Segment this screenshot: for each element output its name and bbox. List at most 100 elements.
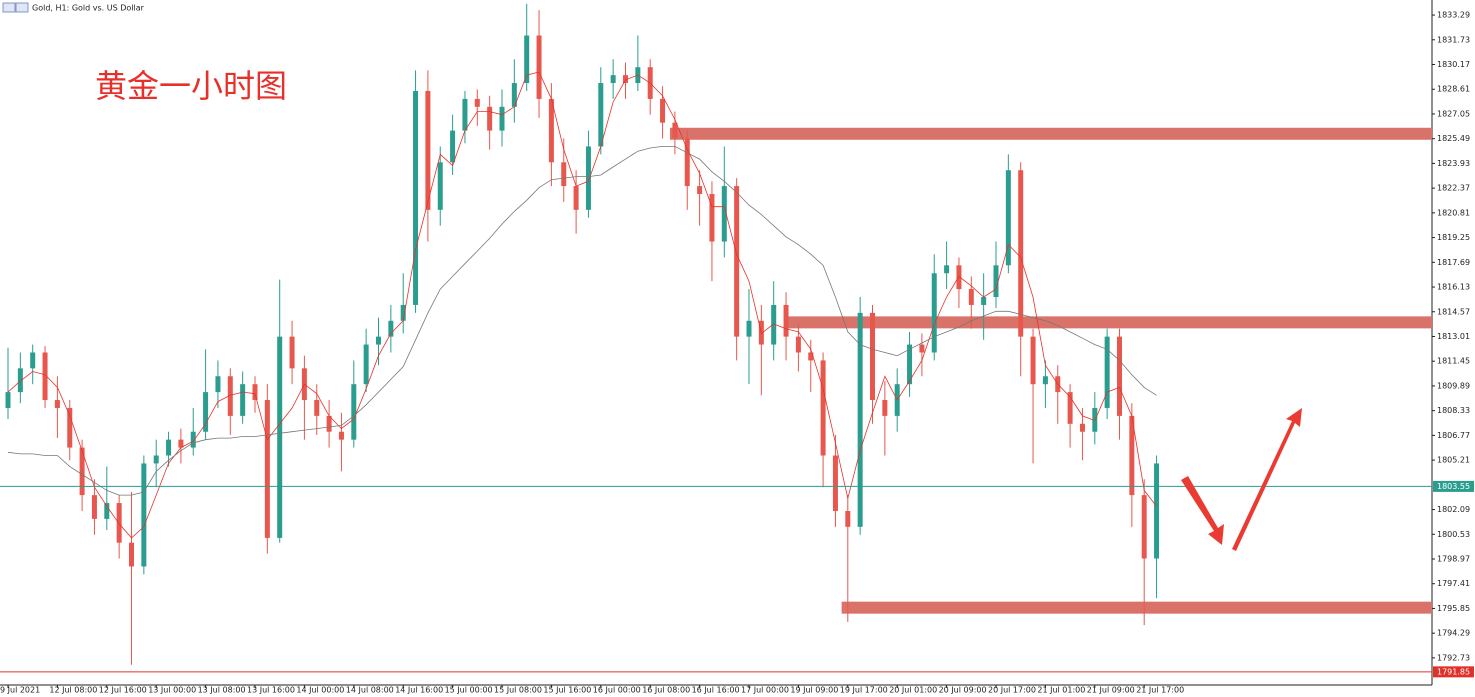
candle-body xyxy=(709,193,715,242)
y-tick-label: 1795.85 xyxy=(1437,604,1470,613)
candle-body xyxy=(684,138,690,187)
x-tick-label: 16 Jul 08:00 xyxy=(642,686,690,695)
candle-body xyxy=(857,312,863,527)
x-tick-label: 20 Jul 09:00 xyxy=(939,686,987,695)
candle-body xyxy=(1141,495,1147,559)
candle-body xyxy=(548,98,554,163)
candle-body xyxy=(919,344,925,353)
level-zone xyxy=(841,601,1432,614)
candle-body xyxy=(277,336,283,538)
y-tick-label: 1808.33 xyxy=(1437,406,1470,415)
candle-body xyxy=(870,312,875,401)
arrow-up xyxy=(1232,408,1302,551)
y-tick-label: 1798.97 xyxy=(1437,554,1470,563)
candle-body xyxy=(1067,392,1073,424)
x-tick-label: 21 Jul 01:00 xyxy=(1037,686,1085,695)
candle-body xyxy=(993,265,999,298)
candle-body xyxy=(17,368,23,393)
candle-body xyxy=(981,297,987,305)
candle-body xyxy=(326,415,332,432)
x-tick-label: 20 Jul 01:00 xyxy=(889,686,937,695)
candle-body xyxy=(524,35,530,84)
current-price-box xyxy=(1433,480,1474,492)
candle-body xyxy=(660,98,666,123)
candle-body xyxy=(697,186,703,194)
candle-body xyxy=(746,320,752,337)
candle-body xyxy=(1079,423,1085,432)
y-tick-label: 1809.89 xyxy=(1437,381,1470,390)
candle-body xyxy=(832,455,838,511)
y-tick-label: 1830.17 xyxy=(1437,60,1470,69)
candle-body xyxy=(845,510,851,527)
candle-body xyxy=(289,336,295,369)
candle-body xyxy=(585,146,591,210)
candle-body xyxy=(511,83,517,107)
low-price-label: 1791.85 xyxy=(1437,667,1470,676)
y-tick-label: 1817.69 xyxy=(1437,258,1470,267)
x-tick-label: 9 Jul 2021 xyxy=(0,686,40,695)
candle-body xyxy=(795,336,801,353)
candle-body xyxy=(166,439,172,456)
candle-body xyxy=(573,186,579,210)
candle-body xyxy=(264,400,270,538)
candle-body xyxy=(771,304,777,345)
candle-body xyxy=(203,392,209,432)
candle-body xyxy=(388,320,394,337)
candle-body xyxy=(462,98,468,131)
x-tick-label: 14 Jul 16:00 xyxy=(395,686,443,695)
y-tick-label: 1819.25 xyxy=(1437,233,1470,242)
moving-average xyxy=(7,71,1157,539)
x-tick-label: 15 Jul 16:00 xyxy=(543,686,591,695)
y-tick-label: 1822.37 xyxy=(1437,184,1470,193)
candle-body xyxy=(1005,170,1011,266)
x-tick-label: 15 Jul 00:00 xyxy=(445,686,493,695)
x-tick-label: 21 Jul 17:00 xyxy=(1136,686,1184,695)
y-tick-label: 1813.01 xyxy=(1437,332,1470,341)
candle-body xyxy=(141,463,147,567)
candle-body xyxy=(104,503,110,519)
y-tick-label: 1794.29 xyxy=(1437,629,1470,638)
candle-body xyxy=(623,75,628,84)
candle-body xyxy=(153,455,159,464)
candle-body xyxy=(499,106,505,131)
candle-body xyxy=(944,265,950,274)
candle-body xyxy=(351,384,357,440)
x-tick-label: 14 Jul 08:00 xyxy=(346,686,394,695)
candle-body xyxy=(42,352,48,401)
candle-body xyxy=(450,130,456,163)
y-tick-label: 1797.41 xyxy=(1437,579,1470,588)
y-tick-label: 1833.29 xyxy=(1437,11,1470,20)
x-tick-label: 13 Jul 00:00 xyxy=(148,686,196,695)
y-tick-label: 1806.77 xyxy=(1437,431,1470,440)
candle-body xyxy=(487,106,493,131)
annotation: 黄金一小时图 xyxy=(95,67,287,105)
x-tick-label: 19 Jul 17:00 xyxy=(840,686,888,695)
candle-body xyxy=(474,98,480,107)
candle-body xyxy=(561,162,567,187)
candle-body xyxy=(376,336,381,345)
candle-body xyxy=(413,90,419,305)
candle-body xyxy=(931,273,937,353)
candle-body xyxy=(1042,376,1048,385)
y-tick-label: 1820.81 xyxy=(1437,208,1470,217)
y-tick-label: 1811.45 xyxy=(1437,357,1470,366)
y-tick-label: 1816.13 xyxy=(1437,283,1470,292)
x-tick-label: 16 Jul 00:00 xyxy=(593,686,641,695)
x-tick-label: 20 Jul 17:00 xyxy=(988,686,1036,695)
candle-body xyxy=(1117,336,1122,416)
x-tick-label: 15 Jul 08:00 xyxy=(494,686,542,695)
y-tick-label: 1802.09 xyxy=(1437,505,1470,514)
y-tick-label: 1805.21 xyxy=(1437,456,1470,465)
y-tick-label: 1825.49 xyxy=(1437,134,1470,143)
candle-body xyxy=(79,447,85,496)
candle-body xyxy=(1129,415,1135,496)
candle-body xyxy=(956,265,962,290)
candle-body xyxy=(672,122,678,139)
x-tick-label: 19 Jul 09:00 xyxy=(790,686,838,695)
candle-body xyxy=(808,352,814,361)
x-tick-label: 21 Jul 09:00 xyxy=(1087,686,1135,695)
x-tick-label: 13 Jul 16:00 xyxy=(247,686,295,695)
candle-body xyxy=(536,35,542,99)
x-tick-label: 12 Jul 08:00 xyxy=(49,686,97,695)
